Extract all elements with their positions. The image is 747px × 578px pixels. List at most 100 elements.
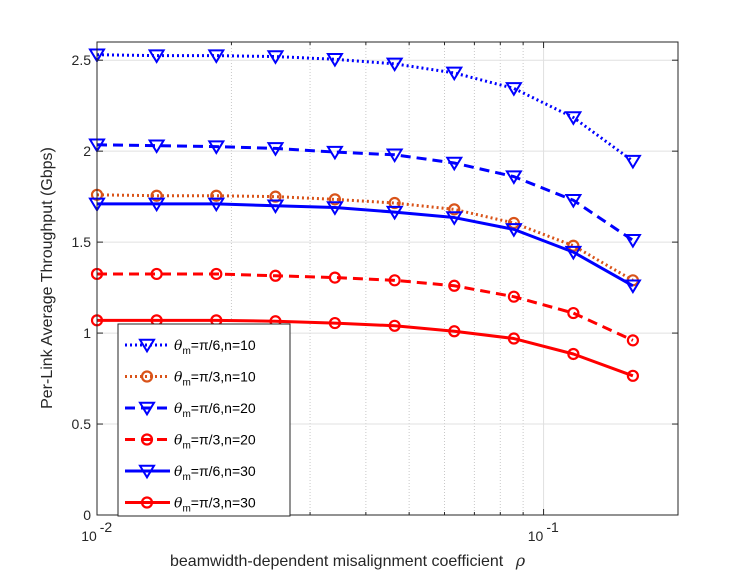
x-axis-label-text: beamwidth-dependent misalignment coeffic…: [170, 553, 504, 570]
x-tick-exponent: -2: [100, 519, 113, 535]
data-point: [505, 82, 523, 97]
legend-theta: θ: [174, 401, 183, 417]
data-point: [328, 271, 342, 284]
legend-item: θm=π/6,n=20: [125, 400, 256, 420]
legend-item: θm=π/6,n=10: [125, 337, 256, 357]
data-point: [388, 274, 401, 287]
data-point: [328, 316, 342, 330]
data-point: [328, 193, 342, 206]
x-axis-label-symbol: ρ: [515, 551, 526, 570]
axis-labels: beamwidth-dependent misalignment coeffic…: [39, 147, 526, 570]
series-line: [96, 193, 634, 282]
legend-label: θm=π/6,n=30: [174, 463, 256, 483]
data-point: [624, 279, 642, 295]
legend-subscript: m: [182, 346, 190, 357]
data-point: [138, 464, 156, 480]
data-point: [624, 234, 642, 249]
data-point: [564, 194, 583, 209]
legend-theta: θ: [174, 338, 183, 354]
series-line: [97, 202, 634, 288]
data-point: [388, 319, 401, 332]
legend-rest: =π/6,n=10: [191, 337, 256, 353]
data-point: [626, 369, 639, 382]
x-tick-base: 10: [528, 528, 544, 544]
legend-subscript: m: [182, 409, 190, 420]
x-tick-label: 10-1: [528, 519, 559, 544]
legend-subscript: m: [182, 472, 190, 483]
data-point: [150, 267, 163, 281]
y-tick-label: 0: [83, 507, 91, 523]
data-point: [564, 245, 583, 261]
data-point: [448, 203, 461, 216]
grid: [96, 42, 678, 516]
data-point: [207, 49, 226, 64]
series-line: [96, 143, 634, 242]
data-point: [445, 66, 464, 82]
x-tick-base: 10: [81, 528, 97, 544]
data-point: [147, 139, 166, 154]
legend-rest: =π/3,n=30: [191, 495, 256, 511]
data-point: [326, 145, 344, 161]
data-point: [138, 401, 156, 417]
y-tick-label: 1.5: [72, 234, 92, 250]
data-point: [448, 279, 461, 292]
data-point: [326, 53, 344, 68]
y-tick-label: 2: [83, 143, 91, 159]
legend-subscript: m: [182, 504, 190, 515]
data-point: [507, 290, 520, 303]
legend-label: θm=π/3,n=10: [174, 369, 256, 389]
data-point: [385, 205, 404, 221]
data-point: [507, 332, 520, 345]
data-point: [138, 338, 156, 354]
series-layer: [88, 48, 642, 382]
data-point: [269, 190, 282, 203]
data-point: [567, 306, 580, 320]
data-point: [445, 211, 464, 226]
data-point: [505, 223, 523, 238]
data-point: [147, 49, 166, 64]
data-point: [266, 199, 285, 214]
data-point: [207, 140, 226, 155]
legend-subscript: m: [182, 378, 190, 389]
data-point: [140, 433, 154, 446]
data-point: [266, 142, 285, 157]
data-point: [266, 50, 285, 65]
series-5: [88, 197, 642, 295]
data-point: [326, 201, 344, 216]
ticks: 10-210-100.511.522.5: [72, 42, 678, 544]
series-3: [88, 138, 642, 249]
legend-box: [117, 323, 291, 517]
legend-item: θm=π/3,n=30: [125, 495, 256, 515]
data-point: [210, 189, 223, 202]
legend-theta: θ: [174, 433, 183, 449]
legend-rest: =π/6,n=20: [191, 400, 256, 416]
legend: θm=π/6,n=10θm=π/3,n=10θm=π/6,n=20θm=π/3,…: [117, 323, 291, 517]
x-tick-exponent: -1: [546, 519, 559, 535]
data-point: [207, 197, 226, 213]
series-line: [97, 272, 634, 342]
data-point: [445, 156, 464, 172]
legend-label: θm=π/3,n=30: [174, 495, 256, 515]
data-point: [147, 197, 166, 213]
data-point: [567, 347, 580, 361]
y-tick-label: 2.5: [72, 52, 92, 68]
legend-item: θm=π/3,n=10: [125, 369, 256, 389]
data-point: [385, 148, 404, 164]
legend-label: θm=π/6,n=10: [174, 337, 256, 357]
legend-rest: =π/6,n=30: [191, 463, 256, 479]
data-point: [624, 154, 642, 170]
series-line: [97, 318, 634, 378]
data-point: [388, 196, 401, 210]
data-point: [505, 170, 523, 185]
data-point: [448, 325, 461, 338]
legend-subscript: m: [182, 441, 190, 452]
y-tick-label: 1: [83, 325, 91, 341]
legend-rest: =π/3,n=20: [191, 432, 256, 448]
legend-label: θm=π/6,n=20: [174, 400, 256, 420]
data-point: [269, 269, 282, 282]
legend-label: θm=π/3,n=20: [174, 432, 256, 452]
legend-item: θm=π/3,n=20: [125, 432, 256, 452]
x-tick-label: 10-2: [81, 519, 112, 544]
legend-theta: θ: [174, 370, 183, 386]
